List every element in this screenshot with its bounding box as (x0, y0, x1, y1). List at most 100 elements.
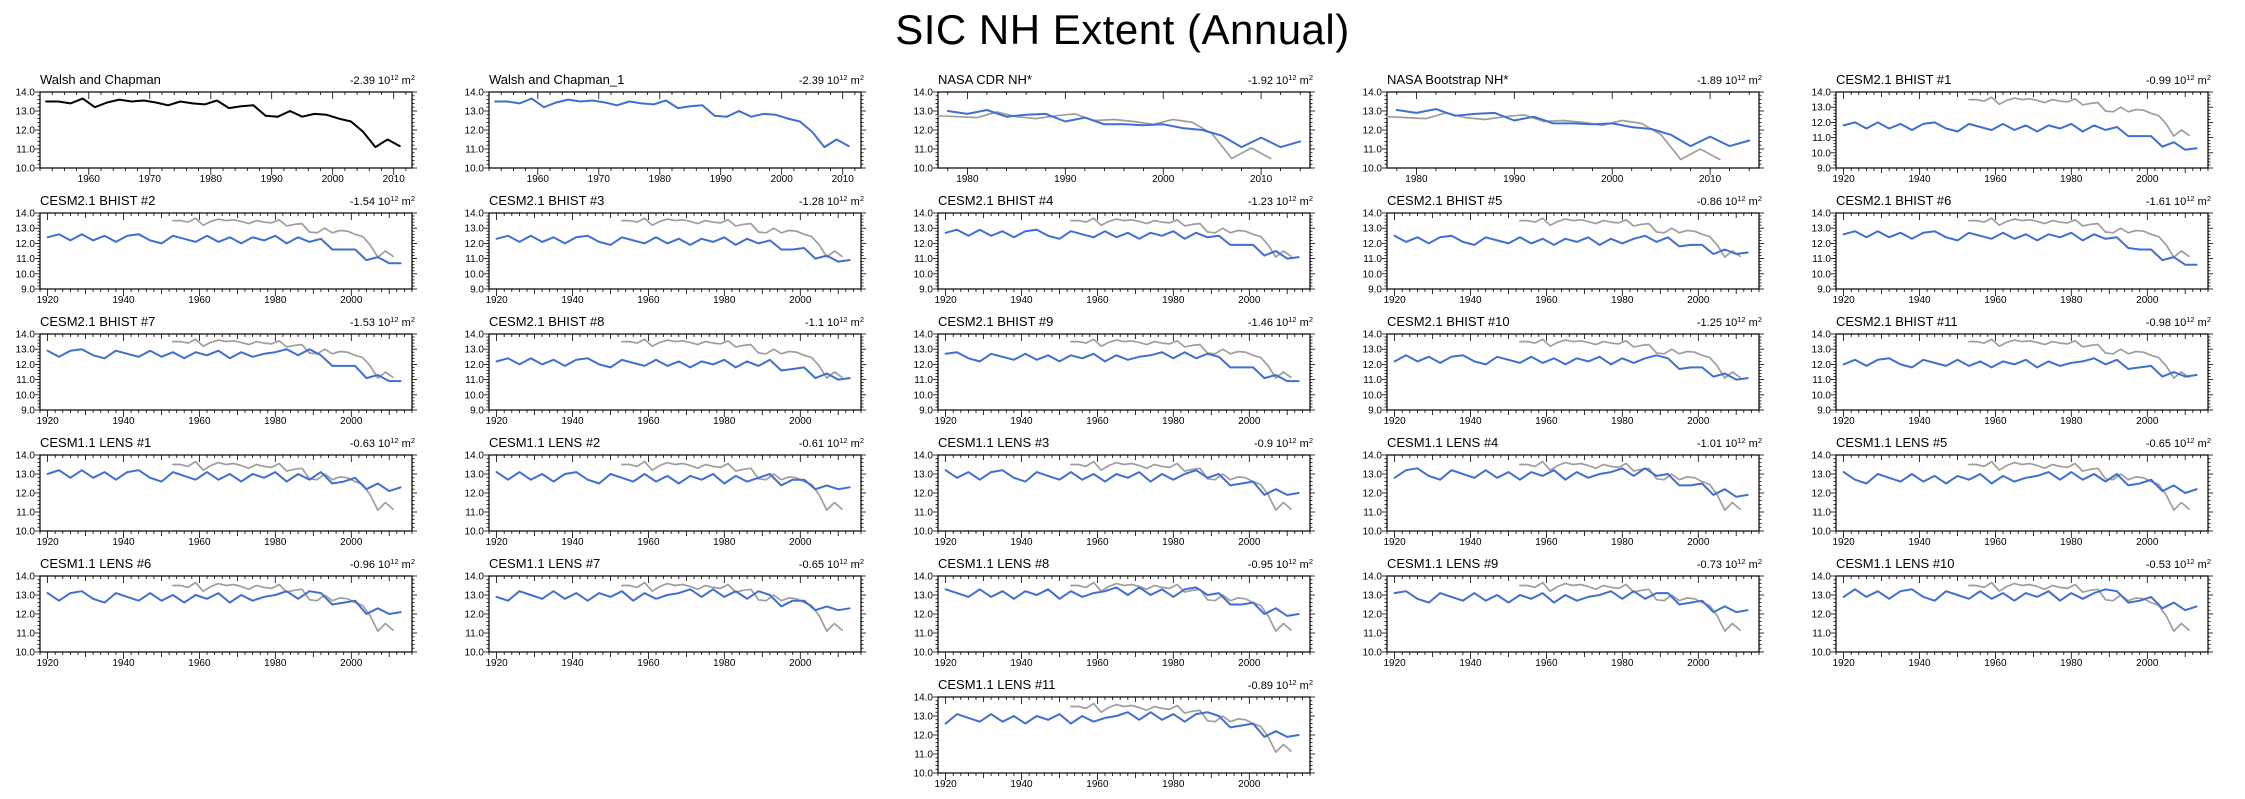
y-tick-label: 14.0 (16, 88, 36, 99)
y-tick-label: 11.0 (16, 508, 35, 519)
panel-cesm2-1-bhist-3: CESM2.1 BHIST #3 -1.28 1012 m2 1920 1940 196… (449, 191, 898, 312)
x-tick-label: 1940 (561, 416, 584, 427)
y-tick-label: 9.0 (21, 406, 35, 417)
x-tick-label: 1920 (1383, 537, 1406, 548)
x-tick-label: 2010 (1250, 174, 1273, 185)
y-tick-label: 14.0 (1812, 88, 1832, 99)
tick-labels: 1980 1990 2000 2010 14.0 13.0 12.0 11.0 10.0 (1363, 88, 1722, 186)
x-tick-label: 1960 (1535, 537, 1558, 548)
x-tick-label: 2000 (1238, 658, 1261, 669)
series-line (46, 469, 402, 493)
series-line (495, 471, 851, 491)
chart-svg: CESM1.1 LENS #9 -0.73 1012 m2 1920 1940 1960… (1363, 556, 1764, 669)
x-tick-label: 1920 (1383, 416, 1406, 427)
y-tick-label: 12.0 (1363, 610, 1383, 621)
x-tick-label: 2000 (2136, 174, 2159, 185)
axis-ticks (484, 333, 866, 417)
axis-ticks (1382, 91, 1764, 175)
y-tick-label: 13.0 (1812, 470, 1832, 481)
y-tick-label: 12.0 (1363, 360, 1383, 371)
y-tick-label: 9.0 (919, 285, 933, 296)
y-tick-label: 11.0 (1363, 629, 1382, 640)
y-tick-label: 10.0 (465, 164, 485, 175)
y-tick-label: 9.0 (470, 406, 484, 417)
x-tick-label: 2000 (340, 416, 363, 427)
trend-annotation: -0.99 1012 m2 (2146, 73, 2211, 87)
chart-svg: CESM2.1 BHIST #8 -1.1 1012 m2 1920 1940 1960… (465, 314, 866, 427)
x-tick-label: 1980 (1611, 658, 1634, 669)
x-tick-label: 1940 (1010, 295, 1033, 306)
panel-title: NASA Bootstrap NH* (1387, 72, 1508, 87)
x-tick-label: 1980 (264, 537, 287, 548)
y-tick-label: 13.0 (1363, 107, 1383, 118)
panel-title: CESM2.1 BHIST #3 (489, 193, 604, 208)
y-tick-label: 12.0 (465, 126, 485, 137)
y-tick-label: 11.0 (914, 375, 933, 386)
chart-svg: CESM1.1 LENS #6 -0.96 1012 m2 1920 1940 1960… (16, 556, 417, 669)
x-tick-label: 1960 (1535, 295, 1558, 306)
panel-nasa-cdr-nh: NASA CDR NH* -1.92 1012 m2 1980 1990 2000 201… (898, 70, 1347, 191)
y-tick-label: 12.0 (914, 360, 934, 371)
y-tick-label: 11.0 (914, 254, 933, 265)
series-line (495, 234, 851, 263)
y-tick-label: 10.0 (465, 648, 485, 659)
y-tick-label: 13.0 (465, 107, 485, 118)
y-tick-label: 10.0 (914, 269, 934, 280)
panel-title: CESM1.1 LENS #3 (938, 435, 1049, 450)
tick-labels: 1920 1940 1960 1980 2000 14.0 13.0 12.0 11.0 10.0… (914, 209, 1261, 307)
y-tick-label: 14.0 (914, 88, 934, 99)
x-tick-label: 2000 (1687, 658, 1710, 669)
panel-title: CESM1.1 LENS #11 (938, 677, 1056, 692)
x-tick-label: 2000 (1238, 416, 1261, 427)
x-tick-label: 2000 (1687, 416, 1710, 427)
panel-title: CESM1.1 LENS #4 (1387, 435, 1498, 450)
series-line (45, 97, 401, 149)
y-tick-label: 11.0 (465, 145, 484, 156)
y-tick-label: 13.0 (16, 107, 36, 118)
y-tick-label: 13.0 (914, 591, 934, 602)
y-tick-label: 13.0 (914, 224, 934, 235)
tick-labels: 1920 1940 1960 1980 2000 14.0 13.0 12.0 11.0 10.0… (1812, 88, 2159, 186)
x-tick-label: 1960 (637, 537, 660, 548)
panel-cesm1-1-lens-3: CESM1.1 LENS #3 -0.9 1012 m2 1920 1940 1960 1… (898, 433, 1347, 554)
trend-annotation: -2.39 1012 m2 (799, 73, 864, 87)
y-tick-label: 14.0 (16, 209, 36, 220)
x-tick-label: 1980 (649, 174, 672, 185)
x-tick-label: 1990 (710, 174, 733, 185)
panel-title: CESM1.1 LENS #5 (1836, 435, 1947, 450)
x-tick-label: 1940 (112, 658, 135, 669)
plot-frame (1386, 333, 1760, 411)
y-tick-label: 11.0 (1812, 133, 1831, 144)
trend-annotation: -0.53 1012 m2 (2146, 557, 2211, 571)
panel-title: CESM1.1 LENS #10 (1836, 556, 1955, 571)
y-tick-label: 14.0 (465, 88, 485, 99)
axis-ticks (1382, 454, 1764, 538)
panel-cesm2-1-bhist-2: CESM2.1 BHIST #2 -1.54 1012 m2 1920 1940 196… (0, 191, 449, 312)
axis-ticks (1831, 575, 2213, 659)
series-line (1842, 588, 2198, 612)
y-tick-label: 14.0 (914, 451, 934, 462)
axis-ticks (1382, 333, 1764, 417)
x-tick-label: 1960 (637, 416, 660, 427)
y-tick-label: 13.0 (16, 224, 36, 235)
x-tick-label: 1960 (527, 174, 550, 185)
axis-ticks (933, 212, 1315, 296)
y-tick-label: 12.0 (16, 610, 36, 621)
y-tick-label: 13.0 (1363, 345, 1383, 356)
y-tick-label: 12.0 (1363, 126, 1383, 137)
tick-labels: 1920 1940 1960 1980 2000 14.0 13.0 12.0 11.0 10.0 (1812, 451, 2159, 549)
x-tick-label: 1980 (1162, 658, 1185, 669)
x-tick-label: 2000 (789, 537, 812, 548)
x-tick-label: 1960 (188, 295, 211, 306)
x-tick-label: 1960 (1086, 658, 1109, 669)
x-tick-label: 1980 (2060, 295, 2083, 306)
trend-annotation: -1.46 1012 m2 (1248, 315, 1313, 329)
panel-cesm1-1-lens-1: CESM1.1 LENS #1 -0.63 1012 m2 1920 1940 1960… (0, 433, 449, 554)
tick-labels: 1920 1940 1960 1980 2000 14.0 13.0 12.0 11.0 10.0… (465, 209, 812, 307)
y-tick-label: 10.0 (1363, 648, 1383, 659)
panel-title: CESM2.1 BHIST #10 (1387, 314, 1510, 329)
x-tick-label: 1980 (956, 174, 979, 185)
chart-svg: CESM2.1 BHIST #3 -1.28 1012 m2 1920 1940 196… (465, 193, 866, 307)
